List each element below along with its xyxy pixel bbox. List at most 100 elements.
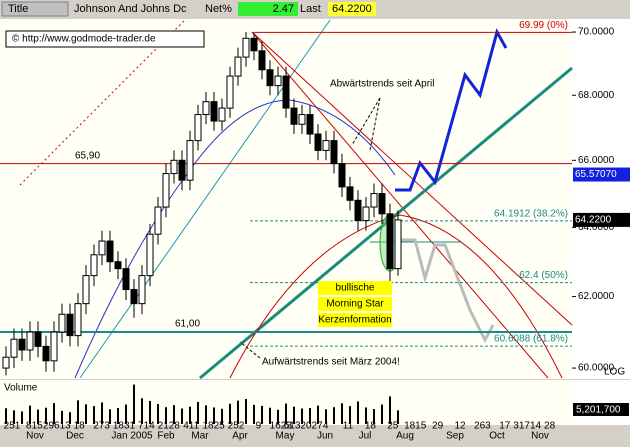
volume-bar [93,406,95,424]
volume-bar [317,405,319,424]
candle-body [82,275,90,305]
callout-line [351,97,381,146]
candle-body [274,75,282,87]
volume-bar [141,398,143,424]
volume-bar [165,407,167,424]
volume-bar [109,409,111,424]
x-day-label: 31714 [513,421,541,432]
last-value: 64.2200 [332,3,372,15]
x-day-label: 263 [474,421,491,432]
axis-area [572,19,630,379]
scenario-path [395,28,508,192]
value-box-label: 64.2200 [575,215,612,226]
volume-bar [277,409,279,424]
x-day-label: 12 [454,421,466,432]
x-day-label: 1623 [270,421,293,432]
x-month-label: May [276,431,295,442]
x-month-label: Aug [396,431,414,442]
candle-body [242,37,250,58]
volume-bar [53,403,55,424]
last-box [328,2,376,16]
volume-last: 5,201,700 [576,405,621,416]
support-label: 61,00 [175,319,200,330]
candle-body [26,331,34,351]
candle-body [114,261,122,270]
candle-body [298,114,306,125]
volume-bar [21,411,23,424]
x-day-label: 29 [432,421,444,432]
volume-bar [237,400,239,424]
volume-bar [221,408,223,424]
candle-body [10,338,18,358]
volume-bar [205,405,207,424]
pattern-label: Kerzenformation [318,315,391,326]
annotation: Aufwärtstrends seit März 2004! [262,357,400,368]
x-month-label: Nov [531,431,549,442]
title-box-text: Title [8,3,28,15]
candle-body [338,163,346,188]
x-day-label: 411 [183,421,199,432]
volume-bar [349,406,351,424]
fib-label: 62.4 (50%) [519,270,568,281]
candle-body [322,140,330,151]
volume-bar [157,404,159,424]
volume-bar [189,406,191,424]
trend-line [251,31,573,326]
copyright: © http://www.godmode-trader.de [12,34,156,45]
volume-bar [381,404,383,424]
volume-bar [301,408,303,424]
candle-body [90,254,98,277]
pattern-label-bg [318,297,392,311]
candle-body [394,219,402,270]
volume-bar [125,404,127,424]
value-box [573,167,630,182]
x-day-label: 6132027 [284,421,323,432]
y-tick-label: 64.0000 [578,222,615,233]
volume-bar [149,400,151,424]
fib-label: 69.99 (0%) [519,20,568,31]
candle-body [106,240,114,263]
volume-bar [293,406,295,424]
header-bar [0,0,630,18]
candle-body [130,289,138,305]
candle-body [306,114,314,135]
pattern-label: bullische [336,283,375,294]
candle-body [58,313,66,333]
trend-line [251,31,549,379]
x-day-label: 17 [499,421,511,432]
net-label: Net% [205,3,232,15]
volume-bar [389,396,391,424]
x-month-label: Sep [446,431,464,442]
x-day-label: 9 [256,421,262,432]
x-day-label: 1825 [202,421,225,432]
candle-body [186,140,194,181]
volume-bar [397,410,399,424]
x-day-label: 714 [138,421,155,432]
callout-line [239,341,261,359]
candle-body [226,75,234,109]
candle-body [282,75,290,109]
title-box [1,1,69,17]
candle-body [178,159,186,181]
net-value: 2.47 [273,3,294,15]
candle-body [234,56,242,77]
volume-bar [245,399,247,424]
x-day-label: 29613 [43,421,71,432]
volume-bar [37,409,39,424]
volume-bar [309,407,311,424]
volume-bar [373,409,375,424]
volume-bar [77,400,79,424]
x-day-label: 2128 [158,421,181,432]
uptrend-line [199,66,573,380]
candle-body [154,206,162,235]
x-day-label: 1831 [113,421,136,432]
x-day-label: 28 [544,421,556,432]
pattern-label-bg [318,313,392,327]
x-month-label: Oct [489,431,505,442]
y-tick-label: 60.0000 [578,363,615,374]
candle-body [202,101,210,116]
x-month-label: Mar [191,431,209,442]
pattern-label: Morning Star [326,299,384,310]
y-tick-label: 68.0000 [578,90,615,101]
